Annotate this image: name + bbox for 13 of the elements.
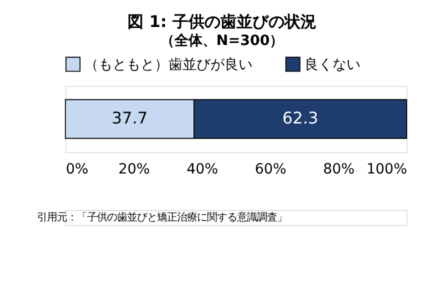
chart-subtitle: （全体、N=300） xyxy=(160,33,284,50)
x-tick-label: 20% xyxy=(118,162,150,178)
data-label: 37.7 xyxy=(112,108,148,128)
x-tick-label: 100% xyxy=(366,162,408,178)
legend-label: （もともと）歯並びが良い xyxy=(84,57,252,74)
text: 引用元：「子供の歯並びと矯正治療に関する意識調査」 xyxy=(36,211,287,224)
legend-label: 良くない xyxy=(304,57,360,74)
data-label: 62.3 xyxy=(282,108,318,128)
x-tick-label: 0% xyxy=(66,162,88,178)
chart-title: 図 1: 子供の歯並びの状況 xyxy=(128,12,316,32)
x-tick-label: 80% xyxy=(323,162,355,178)
x-tick-label: 60% xyxy=(254,162,286,178)
x-tick-label: 40% xyxy=(186,162,218,178)
